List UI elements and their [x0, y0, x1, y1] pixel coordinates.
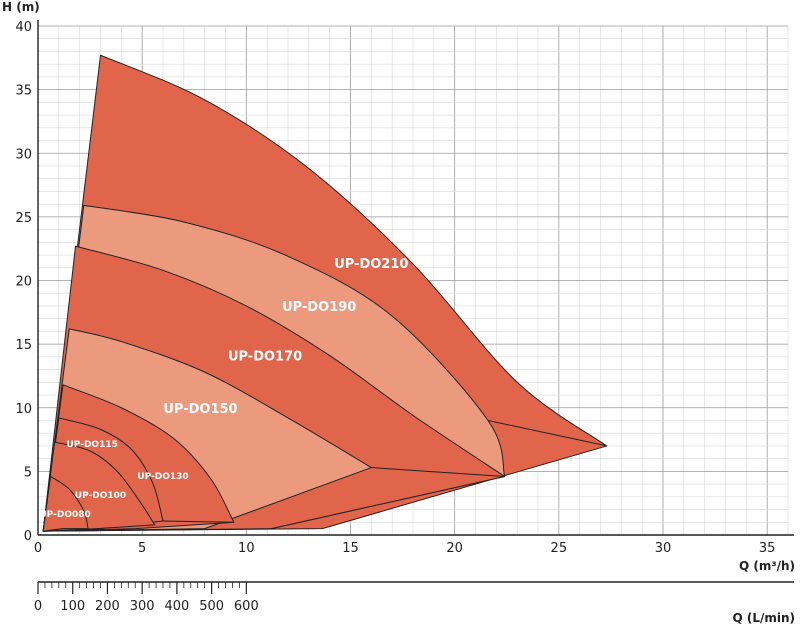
y-tick-label: 35	[15, 84, 32, 99]
y-tick-label: 15	[15, 338, 32, 353]
x2-tick-label: 300	[130, 599, 155, 614]
region-up-do080	[42, 475, 89, 532]
x-tick-label: 0	[34, 541, 42, 556]
x-tick-label: 35	[759, 541, 776, 556]
axes	[37, 20, 794, 594]
y-axis-title: H (m)	[2, 0, 40, 14]
x-axis-title: Q (m³/h)	[739, 559, 795, 573]
x2-tick-label: 600	[234, 599, 259, 614]
x-tick-label: 5	[138, 541, 146, 556]
y-tick-label: 5	[24, 465, 32, 480]
y-tick-label: 0	[24, 529, 32, 544]
y-tick-label: 30	[15, 147, 32, 162]
label-up-do190: UP-DO190	[282, 300, 356, 315]
y-tick-label: 40	[15, 20, 32, 35]
x2-axis-title: Q (L/min)	[732, 611, 795, 624]
x2-tick-label: 0	[34, 599, 42, 614]
y-tick-label: 25	[15, 211, 32, 226]
label-up-do130: UP-DO130	[137, 472, 188, 482]
label-up-do170: UP-DO170	[228, 350, 302, 365]
x2-tick-label: 400	[164, 599, 189, 614]
y-tick-label: 20	[15, 275, 32, 290]
x2-tick-label: 200	[95, 599, 120, 614]
x2-tick-label: 100	[60, 599, 85, 614]
x-tick-label: 25	[551, 541, 568, 556]
x-tick-label: 10	[238, 541, 255, 556]
label-up-do150: UP-DO150	[163, 402, 237, 417]
label-up-do100: UP-DO100	[75, 491, 126, 501]
x-tick-label: 30	[655, 541, 672, 556]
label-up-do210: UP-DO210	[334, 257, 408, 272]
label-up-do080: UP-DO080	[39, 510, 90, 520]
label-up-do115: UP-DO115	[66, 440, 117, 450]
y-tick-label: 10	[15, 402, 32, 417]
pump-regions	[42, 54, 608, 532]
region-labels: UP-DO210 UP-DO190 UP-DO170 UP-DO150 UP-DO130…	[39, 257, 408, 520]
x2-tick-label: 500	[199, 599, 224, 614]
x-tick-label: 20	[446, 541, 463, 556]
x-tick-label: 15	[342, 541, 359, 556]
